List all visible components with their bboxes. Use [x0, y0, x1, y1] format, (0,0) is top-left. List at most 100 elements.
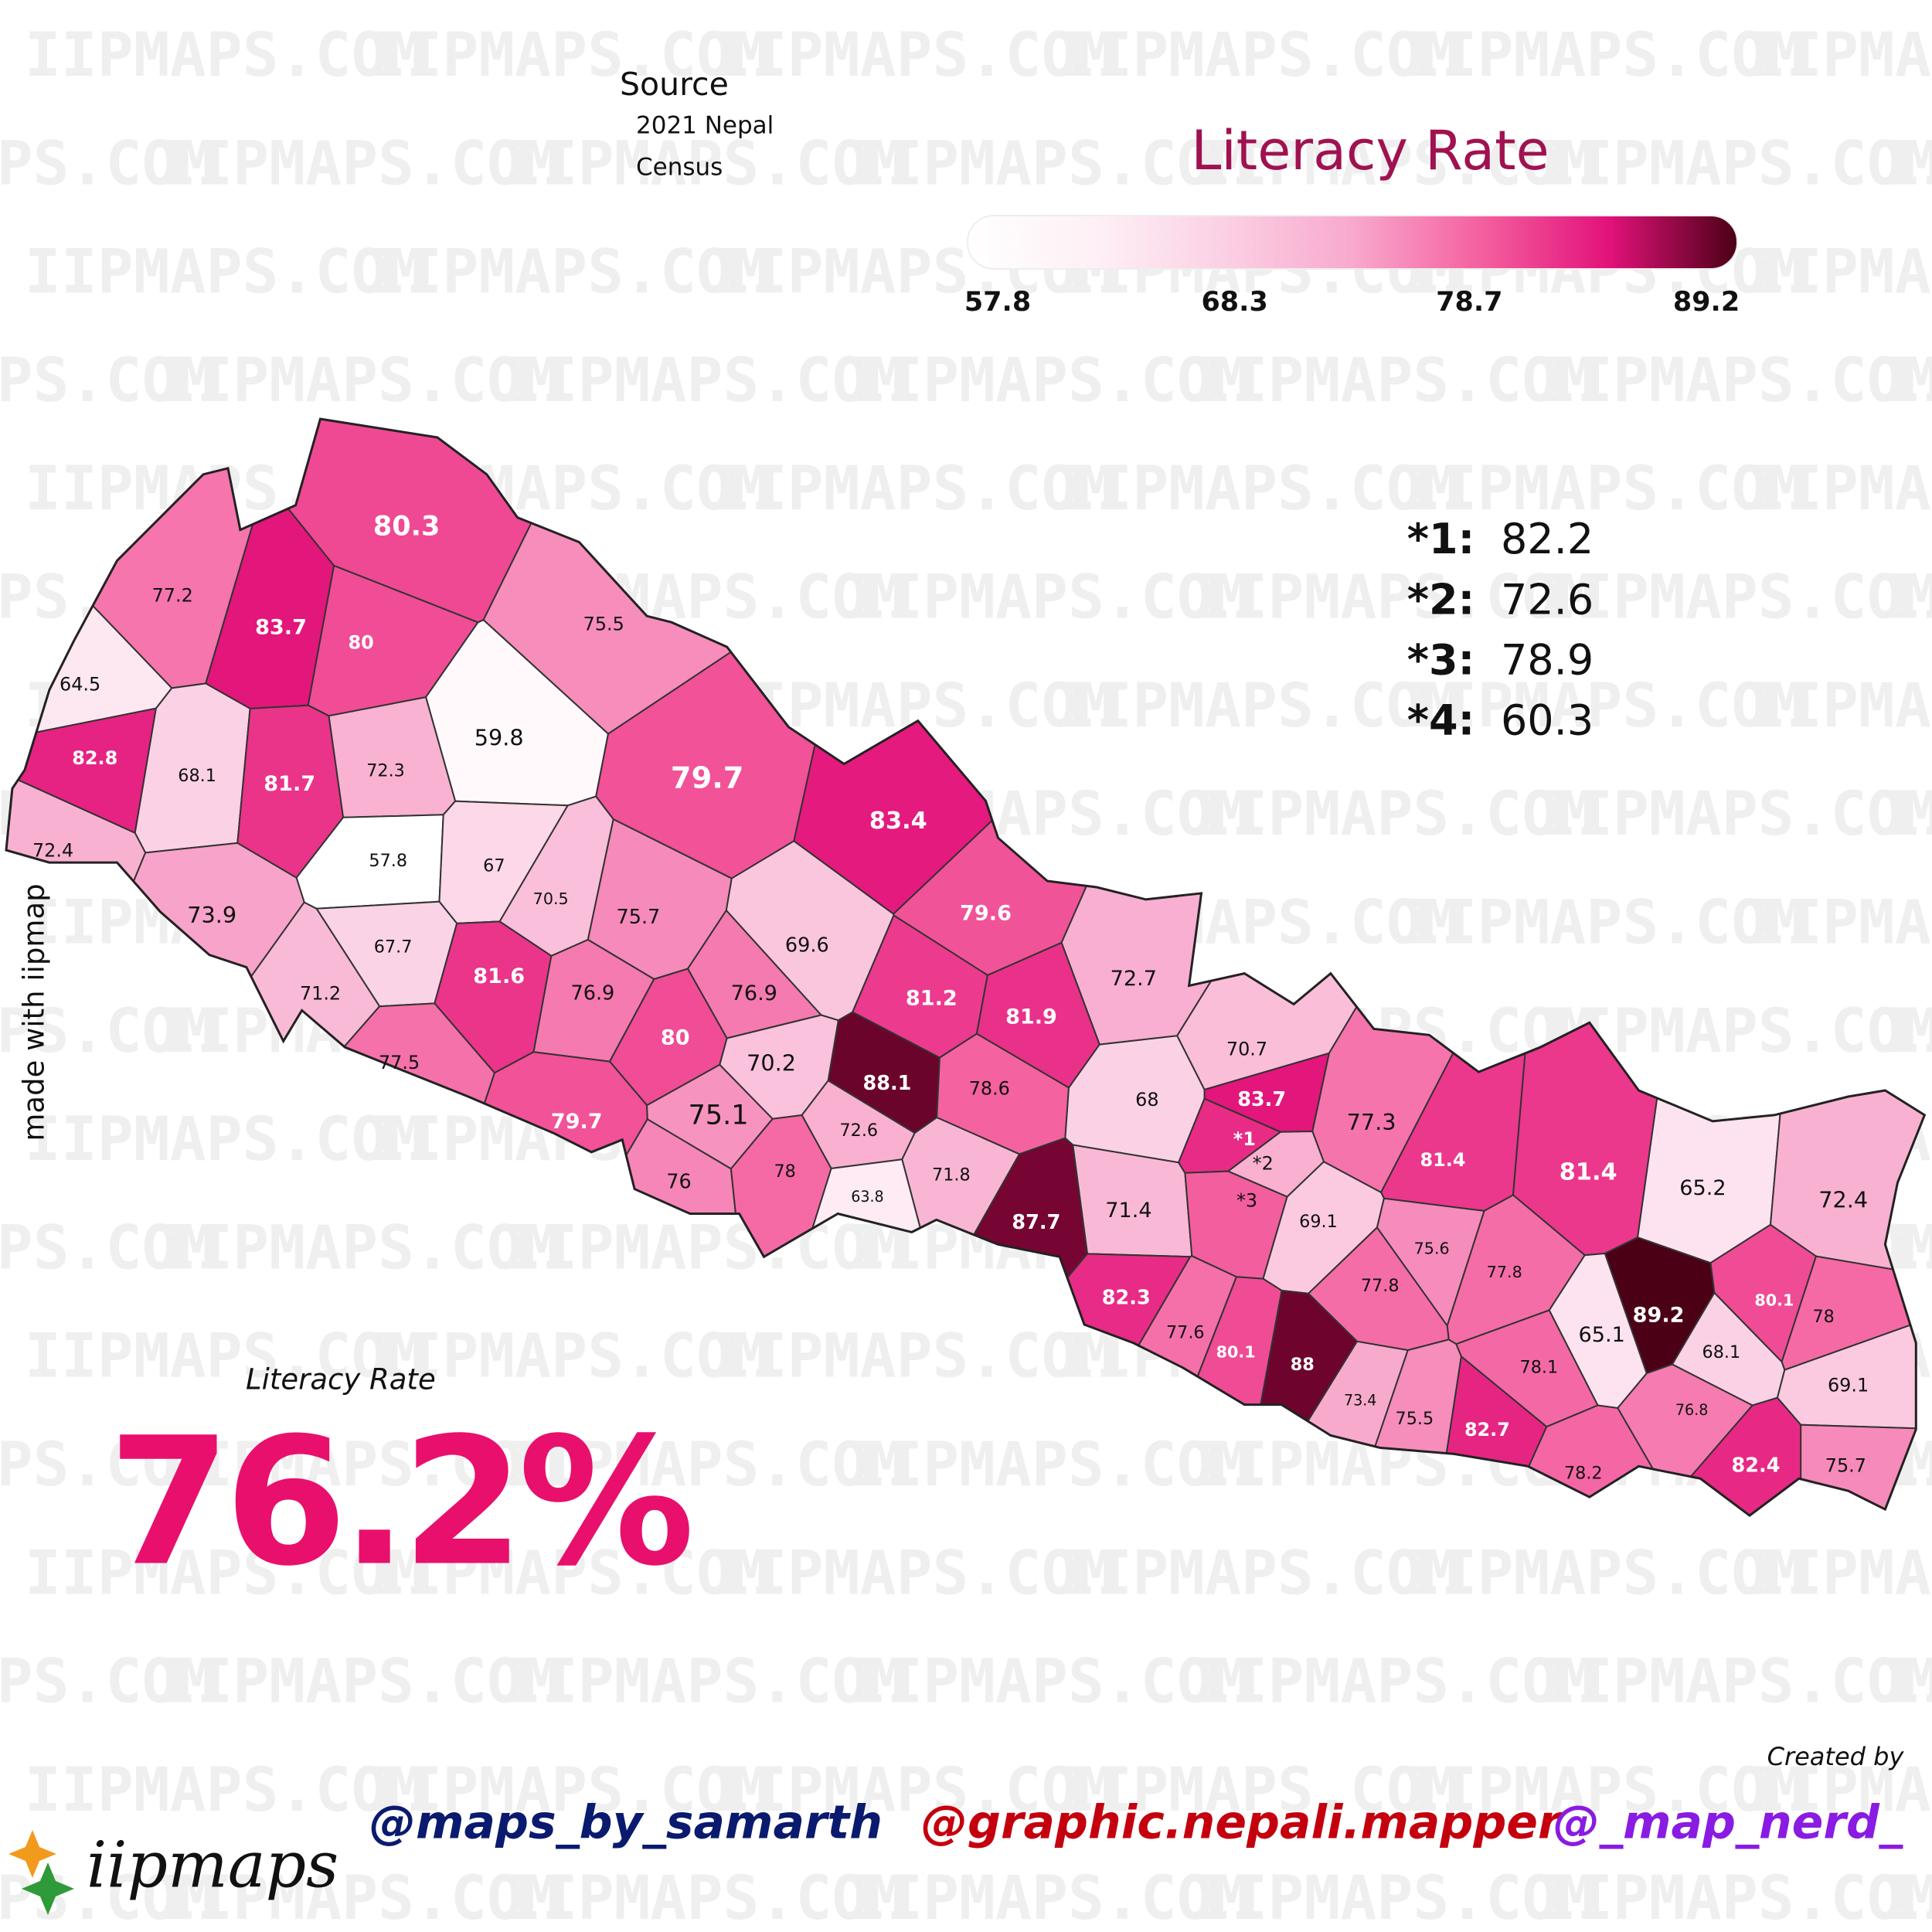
district-label: 77.2 — [152, 585, 193, 607]
country-outline — [5, 417, 1927, 1517]
district-label: 64.5 — [60, 673, 100, 695]
watermark: IIPMAPS.COM — [1750, 672, 1932, 741]
watermark: IIPMAPS.COM — [1885, 997, 1932, 1066]
watermark: IIPMAPS.COM — [1885, 780, 1932, 849]
watermark: IIPMAPS.COM — [1750, 238, 1932, 308]
watermark: IIPMAPS.COM — [505, 1213, 905, 1283]
district-label: 72.3 — [366, 761, 405, 781]
district-label: 82.8 — [72, 747, 117, 769]
watermark: IIPMAPS.COM — [850, 1430, 1250, 1500]
watermark: IIPMAPS.COM — [505, 1648, 905, 1717]
district-label: 73.9 — [187, 902, 236, 928]
district-label: 78.2 — [1564, 1463, 1603, 1483]
watermark: IIPMAPS.COM — [715, 1539, 1114, 1608]
handle: @_map_nerd_ — [1553, 1796, 1903, 1850]
district-label: 69.6 — [785, 934, 829, 957]
watermark: IIPMAPS.COM — [1405, 1756, 1804, 1825]
watermark: IIPMAPS.COM — [369, 1322, 769, 1392]
watermark: IIPMAPS.COM — [1405, 672, 1804, 741]
watermark: IIPMAPS.COM — [1540, 129, 1932, 199]
watermark: IIPMAPS.COM — [0, 997, 214, 1066]
watermark: IIPMAPS.COM — [1060, 672, 1459, 741]
district-label: 81.7 — [264, 772, 315, 796]
district-label: 75.5 — [1396, 1409, 1434, 1429]
watermark: IIPMAPS.COM — [25, 1105, 424, 1175]
district-label: 81.9 — [1005, 1005, 1057, 1029]
district-label: *1 — [1233, 1128, 1256, 1150]
district-label: 81.2 — [906, 987, 957, 1011]
district-label: 76.8 — [1675, 1401, 1709, 1419]
district-label: 67 — [483, 855, 505, 876]
watermark: IIPMAPS.COM — [0, 1648, 214, 1717]
district-label: 78.6 — [969, 1077, 1010, 1099]
logo-text: iipmaps — [87, 1829, 338, 1903]
district-label: 80.1 — [1216, 1343, 1256, 1362]
note-value: 60.3 — [1501, 696, 1594, 745]
district — [1800, 1423, 1925, 1516]
national-value: 76.2% — [108, 1400, 690, 1605]
watermark: IIPMAPS.COM — [1060, 1539, 1459, 1608]
watermark: IIPMAPS.COM — [1196, 563, 1595, 633]
watermark: IIPMAPS.COM — [1060, 454, 1459, 524]
watermark: IIPMAPS.COM — [25, 1756, 424, 1825]
district-label: 79.6 — [960, 902, 1012, 926]
watermark: IIPMAPS.COM — [160, 1864, 560, 1932]
district-label: 59.8 — [474, 725, 524, 751]
watermark: IIPMAPS.COM — [1750, 1539, 1932, 1608]
district-label: 88 — [1291, 1355, 1315, 1375]
source-title: Source — [620, 66, 729, 103]
district-label: 73.4 — [1344, 1391, 1377, 1409]
watermark: IIPMAPS.COM — [160, 1648, 560, 1717]
watermark: IIPMAPS.COM — [0, 1213, 214, 1283]
district-label: 89.2 — [1633, 1303, 1685, 1327]
district-label: 80.1 — [1754, 1291, 1794, 1310]
watermark: IIPMAPS.COM — [1405, 888, 1804, 957]
watermark: IIPMAPS.COM — [1540, 1864, 1932, 1932]
district-label: 71.8 — [932, 1165, 971, 1185]
watermark: IIPMAPS.COM — [505, 1864, 905, 1932]
legend-tick-label: 68.3 — [1201, 287, 1267, 318]
watermark: IIPMAPS.COM — [0, 1864, 214, 1932]
watermark: IIPMAPS.COM — [1885, 346, 1932, 416]
handle: @graphic.nepali.mapper — [921, 1796, 1563, 1850]
district-label: 72.7 — [1111, 967, 1157, 991]
watermark: IIPMAPS.COM — [25, 238, 424, 308]
district-label: 77.8 — [1487, 1263, 1522, 1281]
watermark: IIPMAPS.COM — [1196, 129, 1595, 199]
district-label: 75.1 — [688, 1100, 748, 1131]
district-label: 69.1 — [1299, 1212, 1338, 1232]
district-label: 77.6 — [1166, 1323, 1205, 1343]
district-label: 71.2 — [300, 983, 341, 1005]
district-label: 70.7 — [1226, 1038, 1267, 1060]
handle: @maps_by_samarth — [369, 1796, 883, 1850]
watermark: IIPMAPS.COM — [1885, 563, 1932, 633]
district-label: 75.5 — [583, 613, 624, 634]
watermark: IIPMAPS.COM — [1405, 21, 1804, 90]
district-label: 72.6 — [839, 1121, 878, 1141]
side-note: made with iipmap — [18, 883, 51, 1141]
watermark: IIPMAPS.COM — [369, 1539, 769, 1608]
watermark: IIPMAPS.COM — [715, 1322, 1114, 1392]
note-key: *2: — [1407, 575, 1475, 624]
watermark: IIPMAPS.COM — [1540, 1648, 1932, 1717]
district-label: 67.7 — [374, 937, 413, 957]
district-label: 77.8 — [1361, 1276, 1400, 1296]
district-label: 82.4 — [1732, 1454, 1781, 1477]
district-label: 88.1 — [862, 1072, 911, 1095]
district-label: 80.3 — [373, 510, 440, 542]
district-label: 80 — [349, 631, 374, 653]
watermark: IIPMAPS.COM — [25, 1539, 424, 1608]
note-key: *1: — [1407, 515, 1475, 563]
watermark: IIPMAPS.COM — [0, 1430, 214, 1500]
watermark: IIPMAPS.COM — [1405, 454, 1804, 524]
watermark: IIPMAPS.COM — [1196, 346, 1595, 416]
watermark: IIPMAPS.COM — [715, 1756, 1114, 1825]
district — [1226, 1130, 1325, 1198]
legend-tick-label: 89.2 — [1673, 287, 1740, 318]
watermark: IIPMAPS.COM — [1750, 454, 1932, 524]
national-label: Literacy Rate — [246, 1363, 436, 1396]
watermark: IIPMAPS.COM — [369, 21, 769, 90]
district-label: 65.1 — [1579, 1323, 1625, 1347]
legend-tick-label: 57.8 — [964, 287, 1031, 318]
note-value: 82.2 — [1501, 515, 1594, 563]
